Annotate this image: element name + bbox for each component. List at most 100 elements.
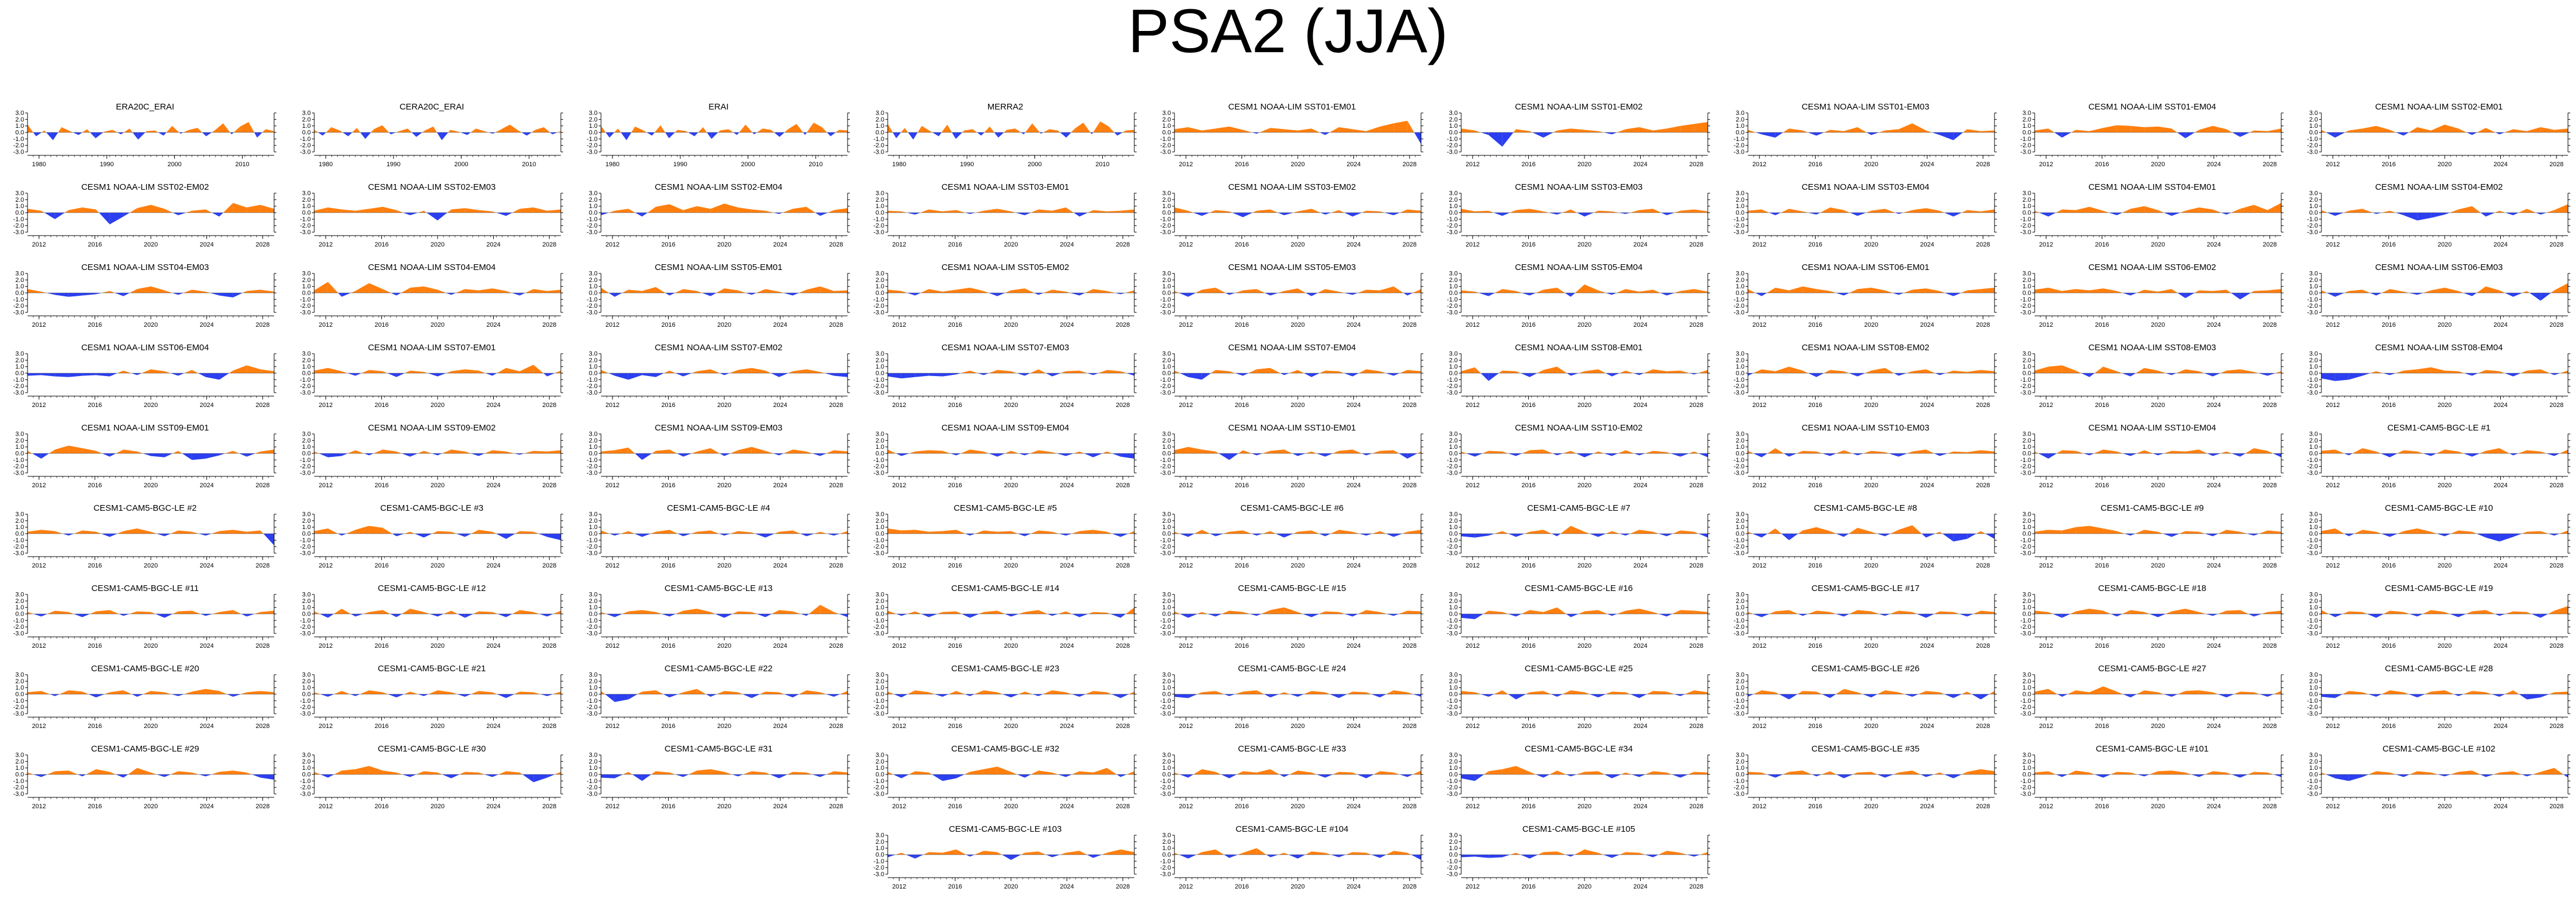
- area-segment: [355, 450, 364, 453]
- area-segment: [1090, 132, 1092, 135]
- y-tick-label: -1.0: [1160, 457, 1171, 464]
- area-segment: [431, 453, 438, 456]
- area-segment: [2335, 293, 2344, 297]
- y-tick-label: 1.0: [302, 283, 311, 290]
- x-tick-label: 2024: [486, 402, 500, 409]
- area-segment: [123, 528, 138, 534]
- x-tick-label: 2020: [144, 241, 158, 248]
- y-tick-label: 1.0: [2309, 444, 2318, 451]
- area-segment: [1616, 289, 1626, 293]
- area-segment: [2109, 213, 2117, 216]
- x-tick-label: 2016: [1521, 482, 1535, 489]
- area-segment: [1939, 373, 1946, 375]
- area-segment: [2240, 453, 2246, 457]
- area-segment: [383, 289, 391, 293]
- area-segment: [1188, 127, 1202, 132]
- area-segment: [2062, 132, 2071, 138]
- panel-title: CESM1 NOAA-LIM SST05-EM02: [941, 263, 1070, 272]
- area-segment: [2372, 213, 2376, 214]
- area-segment: [96, 293, 102, 295]
- area-segment: [618, 128, 621, 132]
- area-segment: [2345, 130, 2349, 132]
- area-segment: [455, 289, 465, 293]
- area-segment: [1052, 207, 1066, 213]
- y-tick-label: 3.0: [876, 351, 884, 358]
- area-segment: [2130, 206, 2145, 213]
- area-segment: [1201, 287, 1216, 293]
- area-segment: [1543, 211, 1549, 213]
- area-segment: [1325, 213, 1332, 215]
- area-segment: [1030, 369, 1039, 373]
- area-segment: [2335, 373, 2349, 381]
- y-tick-label: -3.0: [1447, 229, 1458, 236]
- x-tick-label: 2016: [661, 482, 675, 489]
- area-segment: [240, 122, 249, 132]
- area-segment: [426, 213, 438, 221]
- area-segment: [2519, 209, 2527, 213]
- area-segment: [219, 373, 229, 380]
- area-segment: [1830, 207, 1844, 213]
- panel-title: ERAI: [708, 102, 729, 112]
- area-segment: [433, 126, 437, 132]
- area-segment: [436, 132, 442, 140]
- area-segment: [628, 209, 635, 213]
- y-tick-label: 0.0: [2309, 370, 2318, 377]
- area-segment: [1802, 286, 1817, 293]
- y-tick-label: -2.0: [587, 142, 598, 149]
- area-segment: [813, 123, 822, 132]
- y-tick-label: 0.0: [876, 370, 884, 377]
- x-tick-label: 2028: [1689, 241, 1703, 248]
- area-segment: [1121, 453, 1134, 459]
- y-tick-label: 3.0: [1736, 271, 1744, 277]
- x-tick-label: 2020: [431, 482, 444, 489]
- area-segment: [981, 132, 985, 136]
- area-segment: [404, 370, 411, 373]
- area-segment: [2362, 448, 2376, 453]
- x-tick-label: 2020: [2438, 402, 2452, 409]
- area-segment: [117, 132, 122, 135]
- area-segment: [1188, 373, 1202, 380]
- panel-title: CESM1 NOAA-LIM SST06-EM03: [2375, 263, 2503, 272]
- area-segment: [484, 131, 489, 132]
- y-tick-label: 1.0: [302, 203, 311, 210]
- area-segment: [1270, 293, 1278, 296]
- area-segment: [192, 453, 206, 460]
- y-tick-label: 0.0: [1736, 210, 1744, 217]
- area-segment: [123, 293, 130, 296]
- area-segment: [192, 289, 206, 293]
- area-segment: [2403, 291, 2409, 293]
- area-segment: [1529, 449, 1544, 453]
- area-segment: [694, 132, 698, 136]
- area-segment: [1215, 287, 1226, 293]
- area-segment: [1857, 287, 1871, 293]
- y-tick-label: 0.0: [302, 451, 311, 457]
- area-segment: [1174, 370, 1180, 373]
- y-tick-label: 1.0: [15, 123, 24, 130]
- area-segment: [1252, 132, 1257, 134]
- area-segment: [383, 206, 397, 213]
- x-tick-label: 2024: [1633, 482, 1647, 489]
- area-segment: [2527, 450, 2541, 453]
- area-segment: [2122, 293, 2131, 296]
- area-segment: [1298, 209, 1312, 213]
- y-tick-label: 3.0: [15, 271, 24, 277]
- area-segment: [2321, 449, 2335, 453]
- area-segment: [2362, 373, 2371, 376]
- x-tick-label: 1990: [100, 161, 114, 168]
- area-segment: [369, 206, 383, 213]
- area-segment: [442, 132, 448, 140]
- x-tick-label: 2024: [1633, 322, 1647, 328]
- area-segment: [1816, 373, 1824, 377]
- area-segment: [815, 213, 821, 216]
- area-segment: [260, 205, 274, 213]
- y-tick-label: -2.0: [2307, 383, 2318, 390]
- area-segment: [1537, 370, 1544, 373]
- area-segment: [1830, 453, 1836, 456]
- area-segment: [1311, 293, 1318, 296]
- area-segment: [348, 132, 353, 136]
- area-segment: [1844, 127, 1858, 132]
- area-segment: [1024, 453, 1030, 456]
- area-segment: [2136, 289, 2145, 293]
- y-tick-label: 3.0: [1162, 351, 1171, 358]
